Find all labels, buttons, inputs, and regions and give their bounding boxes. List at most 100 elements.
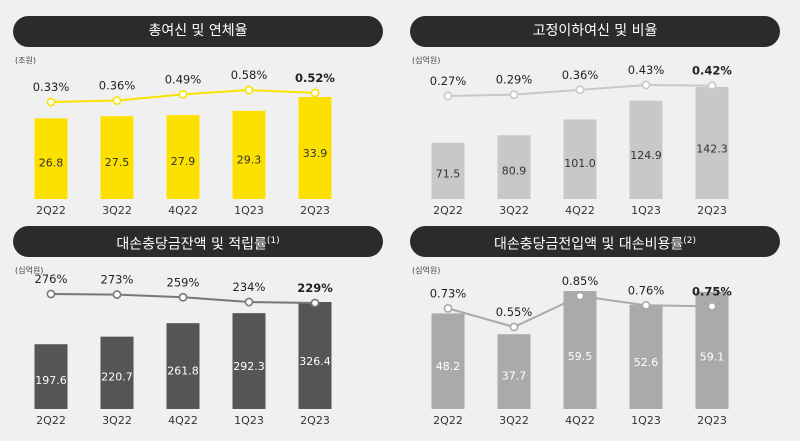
chart-panel-npl: 고정이하여신 및 비율 (십억원) 71.5 2Q22 80.9 3Q22 101.0 4… xyxy=(410,16,780,221)
line-point xyxy=(46,97,56,107)
chart-plot: 48.2 2Q22 37.7 3Q22 59.5 4Q22 52.6 1Q23 59.1 2Q23… xyxy=(430,274,733,427)
bar xyxy=(166,323,200,409)
line-point xyxy=(244,297,254,307)
bar-value-label: 27.5 xyxy=(105,156,130,169)
bar-value-label: 142.3 xyxy=(696,143,728,156)
bars-group: 197.6 2Q22 220.7 3Q22 261.8 4Q22 292.3 1Q23 326.… xyxy=(34,302,332,427)
line-value-label: 0.85% xyxy=(562,274,599,288)
bar-value-label: 261.8 xyxy=(167,364,199,377)
bar-value-label: 59.5 xyxy=(568,350,593,363)
title-footnote: (1) xyxy=(266,236,280,246)
bar xyxy=(298,302,332,409)
line-value-label: 0.36% xyxy=(99,79,136,93)
bar xyxy=(497,334,531,409)
bar xyxy=(232,110,266,199)
chart-plot: 26.8 2Q22 27.5 3Q22 27.9 4Q22 29.3 1Q23 33.9 2Q23… xyxy=(33,68,336,217)
chart-title: 고정이하여신 및 비율 xyxy=(410,16,780,47)
line-point xyxy=(178,292,188,302)
category-label: 2Q23 xyxy=(697,414,727,427)
bar-value-label: 59.1 xyxy=(700,350,725,363)
bar xyxy=(563,119,597,199)
bar xyxy=(298,97,332,199)
line-value-label: 0.75% xyxy=(692,284,732,298)
line-value-label: 0.36% xyxy=(562,68,599,82)
category-label: 4Q22 xyxy=(565,414,595,427)
bar-value-label: 326.4 xyxy=(299,355,331,368)
category-label: 2Q22 xyxy=(36,204,66,217)
line-value-label: 0.55% xyxy=(496,305,533,319)
bar xyxy=(34,344,68,409)
line-value-label: 0.73% xyxy=(430,286,467,300)
line-point xyxy=(443,304,453,313)
line-value-label: 0.49% xyxy=(165,72,202,86)
bar-value-label: 33.9 xyxy=(303,147,328,160)
line-point xyxy=(178,89,188,99)
line-value-label: 0.58% xyxy=(231,68,268,82)
bar-value-label: 220.7 xyxy=(101,370,133,383)
line-value-label: 0.43% xyxy=(628,63,665,77)
bar-value-label: 52.6 xyxy=(634,356,659,369)
category-label: 4Q22 xyxy=(168,204,198,217)
bar xyxy=(695,87,729,199)
line-point xyxy=(112,290,122,299)
bar-value-label: 197.6 xyxy=(35,374,67,387)
category-label: 2Q22 xyxy=(433,204,463,217)
chart-plot: 197.6 2Q22 220.7 3Q22 261.8 4Q22 292.3 1Q23 326.… xyxy=(34,272,333,427)
chart-title: 대손충당금잔액 및 적립률(1) xyxy=(13,226,383,257)
bar-value-label: 124.9 xyxy=(630,149,662,162)
category-label: 2Q22 xyxy=(433,414,463,427)
category-label: 4Q22 xyxy=(565,204,595,217)
bar xyxy=(431,142,465,199)
line-point xyxy=(707,301,717,311)
category-label: 2Q22 xyxy=(36,414,66,427)
category-label: 3Q22 xyxy=(499,414,529,427)
bar-value-label: 27.9 xyxy=(171,155,196,168)
line-value-label: 0.33% xyxy=(33,80,70,94)
bar-value-label: 101.0 xyxy=(564,157,596,170)
line-point xyxy=(112,96,122,105)
chart-plot: 71.5 2Q22 80.9 3Q22 101.0 4Q22 124.9 1Q23 142.3 2… xyxy=(430,63,733,217)
unit-label: (조원) xyxy=(15,56,36,65)
bar xyxy=(563,291,597,409)
line-value-label: 259% xyxy=(167,275,200,289)
line-point xyxy=(244,85,254,95)
chart-title: 총여신 및 연체율 xyxy=(13,16,383,47)
line-point xyxy=(641,300,651,310)
unit-label: (십억원) xyxy=(412,56,441,65)
category-label: 2Q23 xyxy=(300,204,330,217)
line-point xyxy=(509,322,519,332)
bar xyxy=(232,313,266,409)
bar-value-label: 37.7 xyxy=(502,369,527,382)
category-label: 1Q23 xyxy=(631,414,661,427)
line-value-label: 229% xyxy=(297,281,333,295)
line-point xyxy=(707,81,717,91)
unit-label: (십억원) xyxy=(412,266,441,275)
line-point xyxy=(575,85,585,95)
line-point xyxy=(310,298,320,308)
bar-value-label: 48.2 xyxy=(436,360,461,373)
title-footnote: (2) xyxy=(683,236,696,246)
line-point xyxy=(443,91,453,101)
unit-label: (십억원) xyxy=(15,266,44,275)
bar-value-label: 26.8 xyxy=(39,157,64,170)
line-value-label: 0.76% xyxy=(628,283,665,297)
chart-panel-provision: 대손충당금전입액 및 대손비용률(2) (십억원) 48.2 2Q22 37.7 3Q… xyxy=(410,226,780,431)
category-label: 2Q23 xyxy=(697,204,727,217)
line-point xyxy=(641,80,651,90)
line-value-label: 234% xyxy=(233,280,266,294)
bar xyxy=(100,116,134,199)
bars-group: 26.8 2Q22 27.5 3Q22 27.9 4Q22 29.3 1Q23 33.9 2Q23 xyxy=(34,97,332,217)
line-point xyxy=(575,291,585,301)
line-value-label: 0.27% xyxy=(430,74,467,88)
bar xyxy=(34,118,68,199)
chart-panel-total-loans: 총여신 및 연체율 (조원) 26.8 2Q22 27.5 3Q22 27.9 4Q22 2… xyxy=(13,16,383,221)
category-label: 1Q23 xyxy=(234,204,264,217)
bar xyxy=(100,336,134,409)
bar xyxy=(431,313,465,409)
bars-group: 48.2 2Q22 37.7 3Q22 59.5 4Q22 52.6 1Q23 59.1 2Q23 xyxy=(431,291,729,427)
bar xyxy=(497,135,531,199)
bar-value-label: 71.5 xyxy=(436,168,461,181)
bar-value-label: 80.9 xyxy=(502,164,527,177)
chart-panel-allowance: 대손충당금잔액 및 적립률(1) (십억원) 197.6 2Q22 220.7 3Q2… xyxy=(13,226,383,431)
bar xyxy=(629,304,663,409)
